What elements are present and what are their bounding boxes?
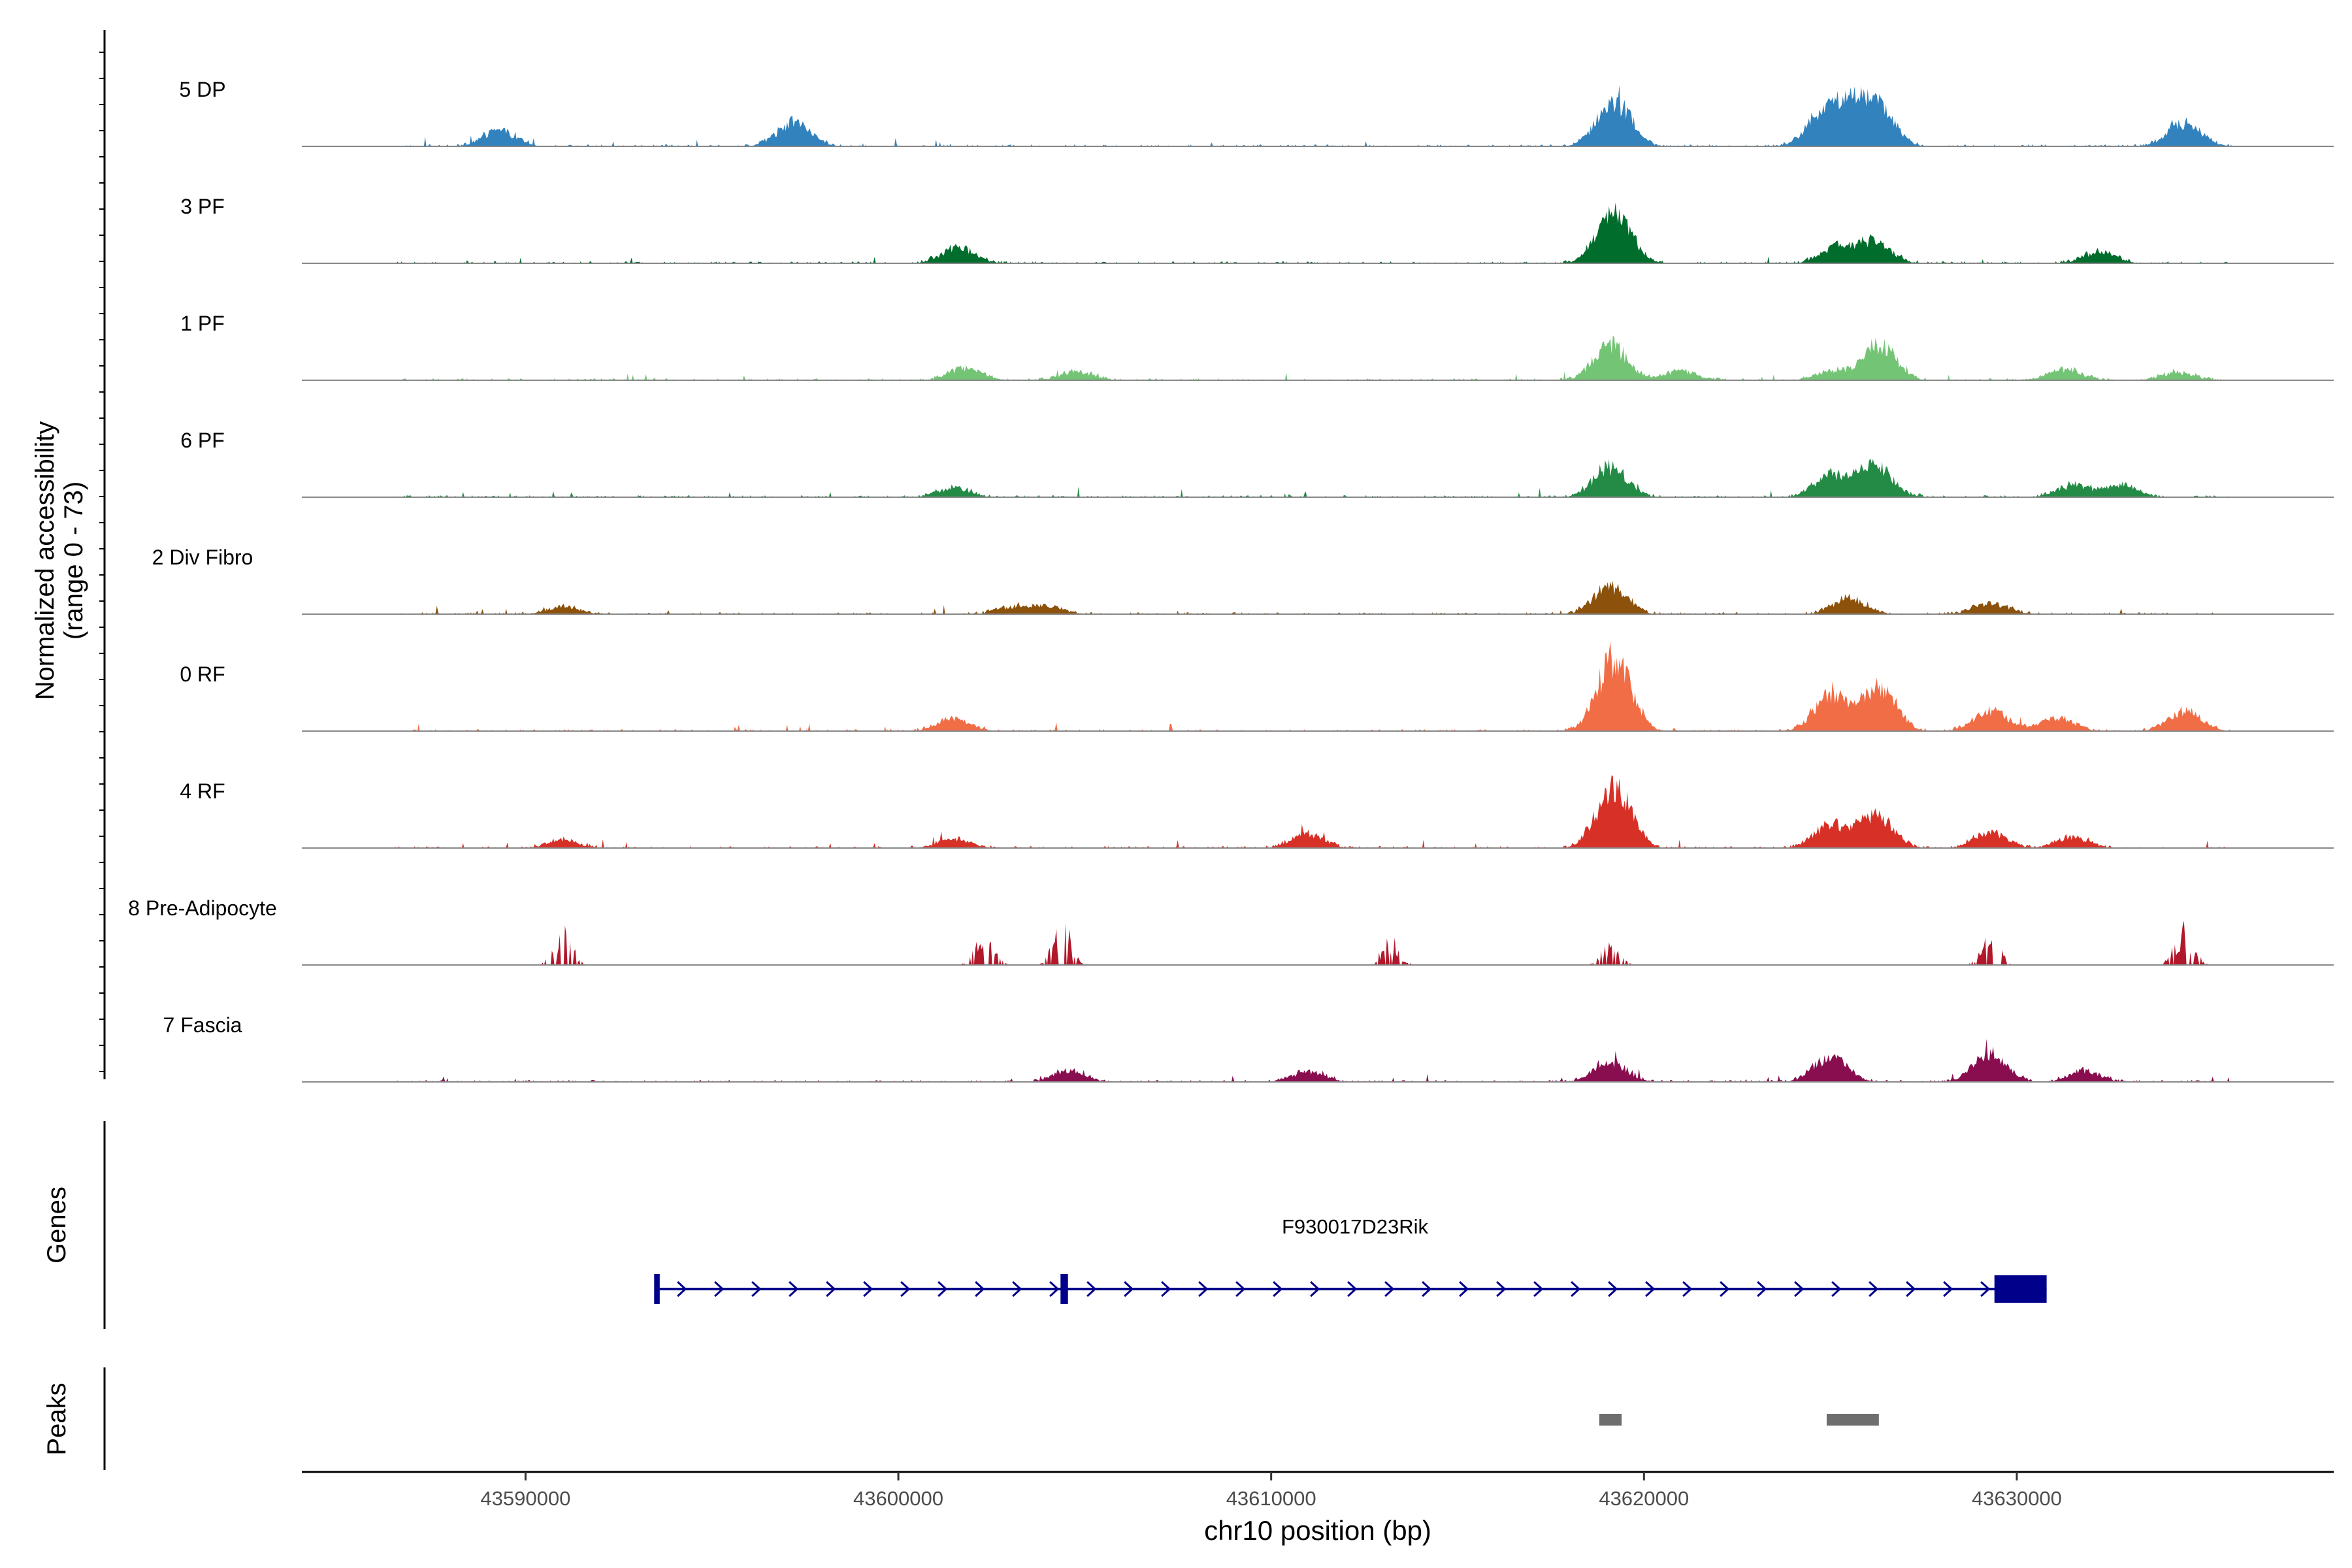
- x-axis: 43590000 43600000 43610000 43620000 43630000…: [302, 1471, 2334, 1546]
- track-label: 5 DP: [179, 78, 225, 101]
- gene-strand-arrow: [1980, 1281, 1991, 1298]
- gene-strand-arrow: [714, 1281, 725, 1298]
- genes-panel-label: Genes: [42, 1186, 71, 1264]
- gene-strand-arrow: [1459, 1281, 1469, 1298]
- track-coverage-area: [395, 85, 2233, 147]
- track-2: 1 PF: [180, 312, 2334, 381]
- x-tick-label: 43630000: [1972, 1487, 2062, 1510]
- gene-strand-arrow: [1645, 1281, 1656, 1298]
- coverage-tracks: 5 DP 3 PF 1 PF 6 PF 2 Div Fibro 0 RF 4 RF 8 Pre…: [128, 78, 2334, 1083]
- gene-strand-arrow: [900, 1281, 911, 1298]
- gene-strand-arrow: [1086, 1281, 1097, 1298]
- gene-strand-arrow: [863, 1281, 874, 1298]
- x-axis-ticks: 43590000 43600000 43610000 43620000 43630000: [480, 1472, 2062, 1510]
- track-3: 6 PF: [180, 429, 2334, 498]
- track-0: 5 DP: [179, 78, 2334, 147]
- gene-strand-arrow: [1422, 1281, 1432, 1298]
- track-1: 3 PF: [180, 195, 2334, 264]
- gene-strand-arrow: [1273, 1281, 1283, 1298]
- gene-strand-arrow: [1831, 1281, 1842, 1298]
- gene-strand-arrow: [677, 1281, 687, 1298]
- gene-strand-arrow: [789, 1281, 799, 1298]
- gene-strand-arrow: [1198, 1281, 1209, 1298]
- gene-strand-arrow: [938, 1281, 948, 1298]
- track-label: 7 Fascia: [163, 1013, 242, 1037]
- gene-strand-arrow: [1571, 1281, 1581, 1298]
- gene-strand-arrow: [1496, 1281, 1507, 1298]
- gene-strand-arrow: [1384, 1281, 1395, 1298]
- gene-name-label: F930017D23Rik: [1282, 1215, 1429, 1238]
- track-label: 0 RF: [180, 662, 225, 686]
- gene-strand-arrow: [751, 1281, 762, 1298]
- gene-strand-arrow: [1869, 1281, 1879, 1298]
- track-label: 6 PF: [180, 429, 225, 452]
- gene-exon: [1060, 1274, 1068, 1304]
- gene-strand-arrow: [1049, 1281, 1060, 1298]
- x-tick-label: 43590000: [480, 1487, 570, 1510]
- coverage-y-axis: [99, 30, 106, 1079]
- x-axis-label: chr10 position (bp): [1204, 1515, 1431, 1546]
- gene-strand-arrow: [1608, 1281, 1618, 1298]
- track-5: 0 RF: [180, 641, 2334, 732]
- gene-strand-arrow: [1235, 1281, 1246, 1298]
- gene-strand-arrow: [1012, 1281, 1022, 1298]
- track-coverage-area: [395, 921, 2233, 966]
- x-tick-label: 43620000: [1599, 1487, 1689, 1510]
- gene-strand-arrow: [975, 1281, 985, 1298]
- peak-regions: [1599, 1414, 1879, 1426]
- genes-panel: Genes F930017D23Rik: [42, 1121, 2047, 1329]
- peak-region: [1599, 1414, 1622, 1426]
- coverage-y-label-line2: (range 0 - 73): [59, 482, 88, 640]
- gene-model: [654, 1274, 2047, 1304]
- track-coverage-area: [395, 580, 2233, 615]
- peak-region: [1826, 1414, 1879, 1426]
- gene-strand-arrow: [1682, 1281, 1693, 1298]
- x-tick-label: 43610000: [1226, 1487, 1316, 1510]
- peaks-panel-label: Peaks: [42, 1382, 71, 1455]
- gene-strand-arrow: [1720, 1281, 1730, 1298]
- gene-strand-arrow: [1310, 1281, 1320, 1298]
- gene-exon: [654, 1274, 660, 1304]
- peaks-panel: Peaks: [42, 1367, 1879, 1470]
- gene-strand-arrow: [1906, 1281, 1916, 1298]
- track-coverage-area: [395, 1039, 2233, 1083]
- gene-strand-arrow: [1124, 1281, 1134, 1298]
- gene-strand-arrow: [1943, 1281, 1953, 1298]
- gene-strand-arrow: [1533, 1281, 1544, 1298]
- track-label: 1 PF: [180, 312, 225, 335]
- x-tick-label: 43600000: [853, 1487, 943, 1510]
- gene-strand-arrow: [826, 1281, 836, 1298]
- track-8: 7 Fascia: [163, 1013, 2334, 1083]
- gene-strand-arrow: [1757, 1281, 1767, 1298]
- track-coverage-area: [395, 335, 2233, 381]
- track-6: 4 RF: [180, 776, 2334, 849]
- coverage-y-label-line1: Normalized accessibility: [31, 421, 59, 700]
- track-label: 3 PF: [180, 195, 225, 218]
- track-label: 4 RF: [180, 779, 225, 803]
- track-label: 8 Pre-Adipocyte: [128, 896, 277, 920]
- track-coverage-area: [395, 458, 2233, 498]
- gene-strand-arrow: [1347, 1281, 1358, 1298]
- gene-strand-arrow: [1794, 1281, 1805, 1298]
- track-label: 2 Div Fibro: [152, 546, 253, 569]
- gene-exon: [1994, 1275, 2047, 1303]
- gene-strand-arrow: [1161, 1281, 1171, 1298]
- track-coverage-area: [395, 641, 2233, 732]
- track-4: 2 Div Fibro: [152, 546, 2334, 615]
- track-7: 8 Pre-Adipocyte: [128, 896, 2334, 966]
